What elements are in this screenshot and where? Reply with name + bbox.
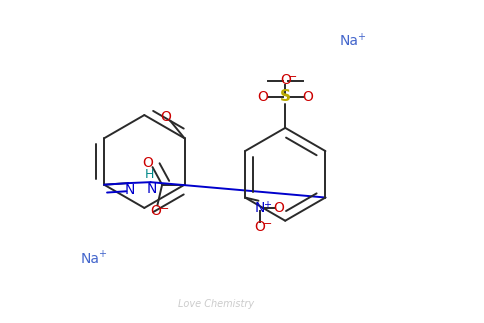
Text: N: N — [124, 183, 135, 197]
Text: O: O — [143, 156, 153, 170]
Text: O: O — [273, 201, 284, 215]
Text: +: + — [357, 32, 365, 42]
Text: Na: Na — [81, 252, 100, 266]
Text: H: H — [144, 168, 153, 181]
Text: +: + — [263, 200, 271, 210]
Text: −: − — [287, 72, 297, 82]
Text: −: − — [262, 219, 272, 229]
Text: O: O — [302, 90, 313, 104]
Text: O: O — [257, 90, 268, 104]
Text: N: N — [255, 201, 265, 215]
Text: O: O — [151, 204, 161, 218]
Text: −: − — [160, 204, 169, 214]
Text: Love Chemistry: Love Chemistry — [178, 299, 255, 309]
Text: +: + — [98, 249, 106, 259]
Text: N: N — [147, 182, 157, 196]
Text: S: S — [280, 89, 291, 104]
Text: Na: Na — [340, 35, 359, 48]
Text: O: O — [160, 110, 171, 124]
Text: O: O — [280, 73, 291, 87]
Text: O: O — [255, 220, 266, 234]
